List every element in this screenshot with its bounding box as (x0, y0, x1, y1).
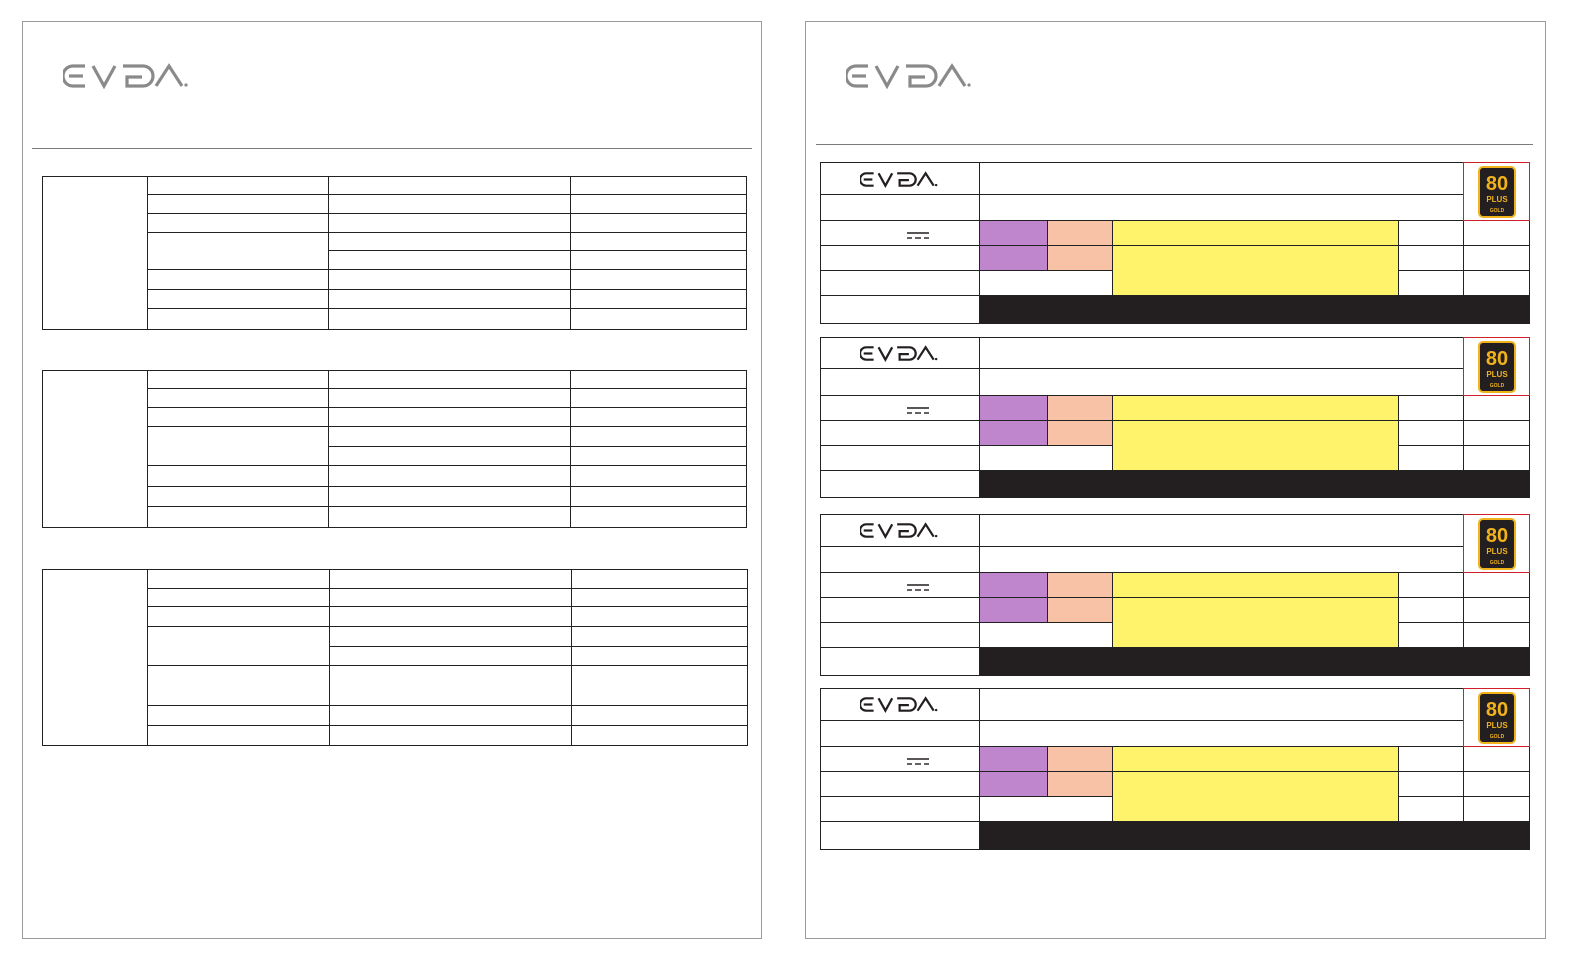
evga-logo (860, 171, 938, 188)
svg-text:80: 80 (1486, 525, 1508, 547)
registered-mark-icon (967, 83, 971, 87)
evga-logo (846, 63, 971, 89)
certification-badge-frame: 80 PLUS GOLD (1463, 337, 1530, 396)
dc-current-icon (907, 232, 929, 239)
psu-label: 80 PLUS GOLD (820, 688, 1530, 850)
svg-text:GOLD: GOLD (1490, 734, 1505, 740)
label-sheet-page: 80 PLUS GOLD (805, 21, 1546, 939)
dc-current-icon (907, 758, 929, 765)
svg-text:PLUS: PLUS (1486, 370, 1508, 379)
evga-logo (860, 522, 938, 539)
svg-text:80: 80 (1486, 173, 1508, 195)
svg-text:80: 80 (1486, 348, 1508, 370)
evga-logo (63, 63, 188, 89)
svg-text:PLUS: PLUS (1486, 721, 1508, 730)
80-plus-gold-badge-icon: 80 PLUS GOLD (1478, 166, 1516, 218)
svg-text:80: 80 (1486, 699, 1508, 721)
registered-mark-icon (184, 83, 188, 87)
svg-text:PLUS: PLUS (1486, 195, 1508, 204)
80-plus-gold-badge-icon: 80 PLUS GOLD (1478, 518, 1516, 570)
psu-label: 80 PLUS GOLD (820, 337, 1530, 498)
svg-text:GOLD: GOLD (1490, 560, 1505, 566)
psu-label: 80 PLUS GOLD (820, 162, 1530, 324)
dc-current-icon (907, 407, 929, 414)
certification-badge-frame: 80 PLUS GOLD (1463, 688, 1530, 747)
evga-logo (860, 345, 938, 362)
dc-current-icon (907, 584, 929, 591)
spec-sheet-page (22, 21, 762, 939)
spec-table (42, 370, 747, 528)
80-plus-gold-badge-icon: 80 PLUS GOLD (1478, 692, 1516, 744)
spec-table (42, 176, 747, 330)
evga-logo (860, 696, 938, 713)
certification-badge-frame: 80 PLUS GOLD (1463, 162, 1530, 221)
psu-label: 80 PLUS GOLD (820, 514, 1530, 676)
80-plus-gold-badge-icon: 80 PLUS GOLD (1478, 341, 1516, 393)
certification-badge-frame: 80 PLUS GOLD (1463, 514, 1530, 573)
svg-text:PLUS: PLUS (1486, 547, 1508, 556)
svg-text:GOLD: GOLD (1490, 208, 1505, 214)
svg-text:GOLD: GOLD (1490, 383, 1505, 389)
header-divider (32, 148, 752, 149)
header-divider (816, 144, 1533, 145)
spec-table (42, 569, 748, 746)
